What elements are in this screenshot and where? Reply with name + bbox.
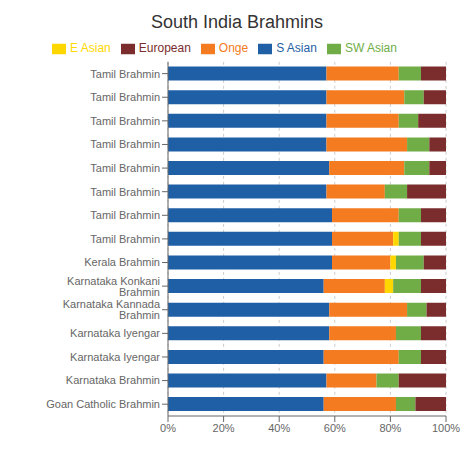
svg-text:20%: 20% (213, 422, 235, 434)
svg-text:Karnataka Iyengar: Karnataka Iyengar (70, 351, 160, 363)
html-text:Onge: Onge (218, 41, 249, 55)
html-text:E Asian: E Asian (70, 41, 111, 55)
svg-text:80%: 80% (379, 422, 401, 434)
svg-text:Goan Catholic Brahmin: Goan Catholic Brahmin (46, 398, 160, 410)
svg-text:Tamil Brahmin: Tamil Brahmin (90, 186, 160, 198)
svg-text:Tamil Brahmin: Tamil Brahmin (90, 115, 160, 127)
svg-text:40%: 40% (268, 422, 290, 434)
html-text:SW Asian: SW Asian (344, 41, 397, 55)
svg-text:Karnataka Iyengar: Karnataka Iyengar (70, 327, 160, 339)
svg-text:Karnataka KannadaBrahmin: Karnataka KannadaBrahmin (63, 298, 161, 321)
svg-text:Tamil Brahmin: Tamil Brahmin (90, 138, 160, 150)
svg-text:Kerala Brahmin: Kerala Brahmin (84, 256, 160, 268)
svg-text:Tamil Brahmin: Tamil Brahmin (90, 233, 160, 245)
svg-text:Karnataka KonkaniBrahmin: Karnataka KonkaniBrahmin (67, 275, 160, 298)
html-text:South India Brahmins: South India Brahmins (150, 12, 323, 32)
svg-text:Tamil Brahmin: Tamil Brahmin (90, 162, 160, 174)
svg-text:Karnataka Brahmin: Karnataka Brahmin (66, 374, 160, 386)
html-text:European: European (138, 41, 191, 55)
svg-text:60%: 60% (324, 422, 346, 434)
svg-text:100%: 100% (432, 422, 460, 434)
html-text:S Asian: S Asian (276, 41, 317, 55)
svg-text:Tamil Brahmin: Tamil Brahmin (90, 68, 160, 80)
svg-text:0%: 0% (160, 422, 176, 434)
svg-text:Tamil Brahmin: Tamil Brahmin (90, 91, 160, 103)
svg-text:Tamil Brahmin: Tamil Brahmin (90, 209, 160, 221)
